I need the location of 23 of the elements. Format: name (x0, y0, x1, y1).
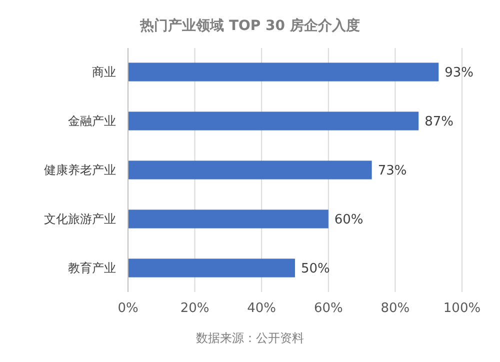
bar (128, 258, 295, 278)
y-tick-label: 教育产业 (68, 261, 116, 276)
data-label: 60% (334, 212, 364, 228)
data-label: 87% (424, 114, 454, 130)
source-note: 数据来源：公开资料 (196, 331, 304, 345)
x-tick-label: 80% (380, 301, 410, 316)
data-label: 73% (378, 164, 407, 179)
x-tick-label: 60% (314, 301, 343, 316)
bar (128, 112, 419, 130)
x-tick-label: 20% (180, 301, 210, 316)
bar (128, 62, 439, 82)
data-label: 93% (444, 66, 474, 81)
x-tick-label: 40% (247, 301, 276, 316)
y-tick-label: 健康养老产业 (44, 163, 116, 178)
bar (128, 160, 372, 180)
bar (128, 210, 328, 228)
x-tick-label: 0% (118, 301, 138, 316)
y-tick-label: 金融产业 (68, 114, 116, 128)
chart-title: 热门产业领域 TOP 30 房企介入度 (139, 17, 360, 34)
y-tick-label: 文化旅游产业 (44, 212, 116, 226)
y-tick-label: 商业 (92, 65, 116, 80)
x-tick-label: 100% (443, 301, 481, 316)
data-label: 50% (301, 262, 330, 277)
